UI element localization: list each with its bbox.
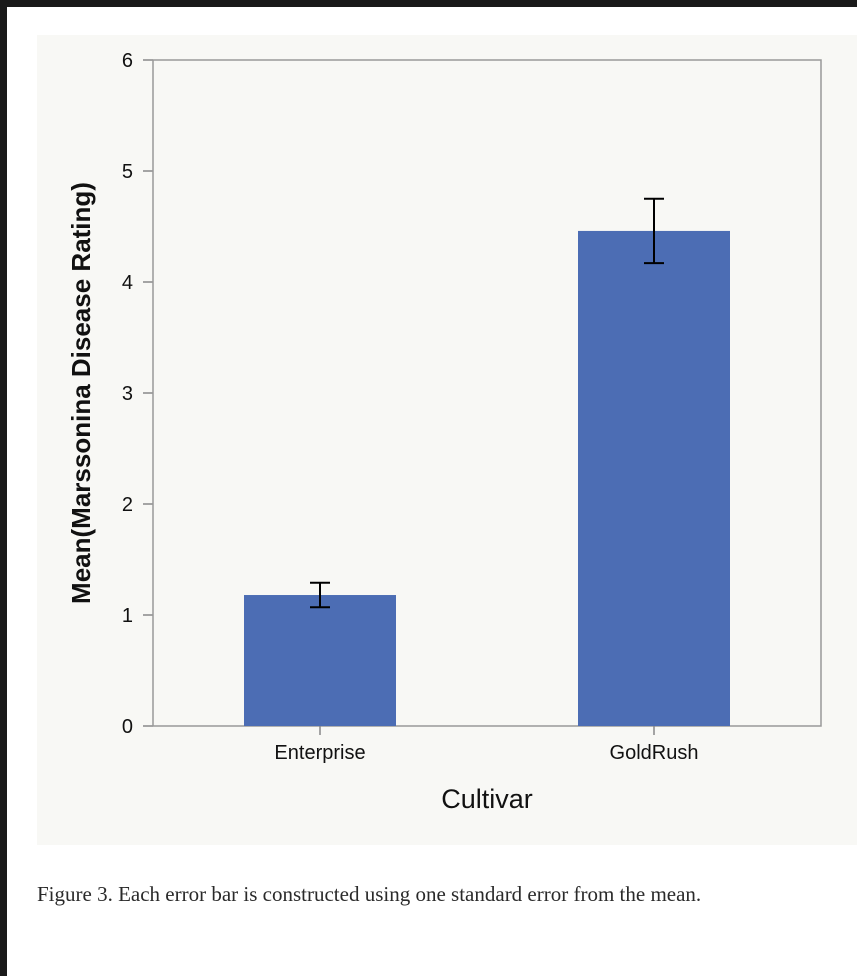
figure-caption: Figure 3. Each error bar is constructed … (37, 882, 702, 906)
y-tick-label: 5 (122, 161, 133, 183)
y-tick-label: 1 (122, 605, 133, 627)
y-axis-title: Mean(Marssonina Disease Rating) (66, 182, 96, 604)
y-axis-ticks: 0 1 2 3 4 5 6 (122, 50, 153, 738)
x-tick-label: GoldRush (610, 742, 699, 764)
x-axis-ticks: Enterprise GoldRush (274, 726, 698, 764)
y-tick-label: 2 (122, 494, 133, 516)
x-tick-label: Enterprise (274, 742, 365, 764)
error-bars (310, 197, 664, 609)
error-bar-goldrush (644, 197, 664, 265)
bar-chart: 0 1 2 3 4 5 6 Enterprise GoldRush Cultivar Mean… (66, 50, 822, 814)
x-axis-title: Cultivar (441, 784, 533, 814)
y-tick-label: 6 (122, 50, 133, 72)
y-tick-label: 3 (122, 383, 133, 405)
bars (244, 230, 730, 726)
y-tick-label: 4 (122, 272, 133, 294)
error-bar-enterprise (310, 581, 330, 609)
y-tick-label: 0 (122, 716, 133, 738)
plot-area (152, 59, 822, 727)
bar-goldrush (578, 230, 730, 726)
bar-enterprise (244, 595, 396, 726)
